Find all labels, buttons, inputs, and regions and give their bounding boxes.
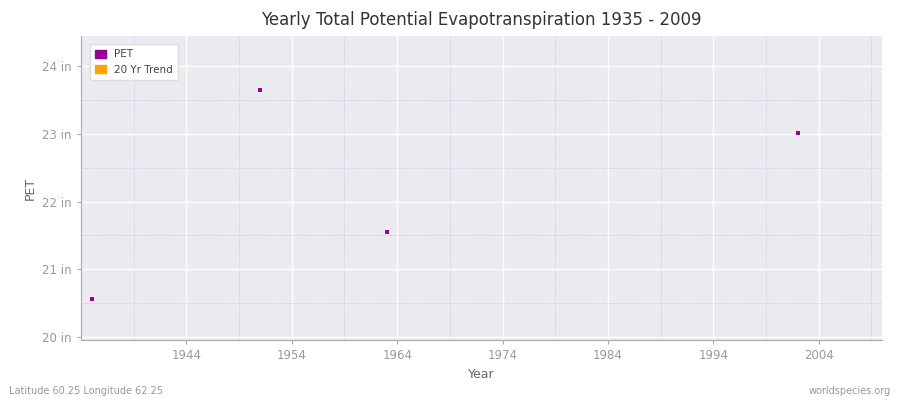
Legend: PET, 20 Yr Trend: PET, 20 Yr Trend — [90, 44, 178, 80]
Text: Latitude 60.25 Longitude 62.25: Latitude 60.25 Longitude 62.25 — [9, 386, 163, 396]
Text: worldspecies.org: worldspecies.org — [809, 386, 891, 396]
Title: Yearly Total Potential Evapotranspiration 1935 - 2009: Yearly Total Potential Evapotranspiratio… — [261, 11, 702, 29]
Y-axis label: PET: PET — [23, 176, 37, 200]
X-axis label: Year: Year — [468, 368, 495, 380]
